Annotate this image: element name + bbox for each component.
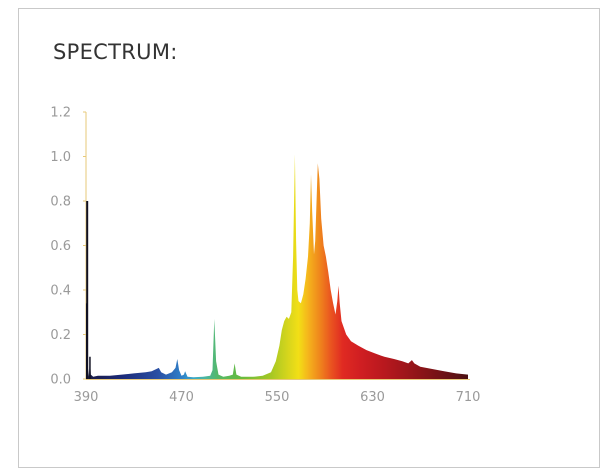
x-tick-label: 470 <box>169 390 194 405</box>
y-tick-label: 0.2 <box>50 328 71 343</box>
y-tick-label: 1.2 <box>50 106 71 121</box>
y-tick-label: 0.0 <box>50 373 71 388</box>
y-tick-label: 0.8 <box>50 195 71 210</box>
y-tick-label: 1.0 <box>50 150 71 165</box>
y-tick-label: 0.4 <box>50 284 71 299</box>
y-tick-label: 0.6 <box>50 239 71 254</box>
spectrum-chart: 0.0 0.2 0.4 0.6 0.8 1.0 1.2 390 470 550 630 710 <box>50 106 481 406</box>
x-tick-label: 630 <box>360 390 385 405</box>
x-tick-label: 390 <box>74 390 99 405</box>
x-tick-label: 710 <box>456 390 481 405</box>
chart-title: SPECTRUM: <box>53 40 178 64</box>
x-tick-label: 550 <box>265 390 290 405</box>
chart-frame <box>18 8 600 468</box>
spectrum-area <box>86 154 468 379</box>
